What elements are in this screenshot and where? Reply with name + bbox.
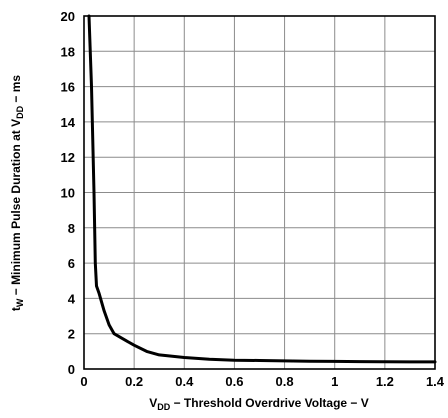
y-axis-title-part: − ms [9, 75, 23, 106]
y-axis-title-part: − Minimum Pulse Duration at V [9, 119, 23, 299]
x-tick-label: 0 [80, 374, 87, 389]
y-axis-title-subscript: DD [15, 105, 25, 118]
x-axis-title-part: − Threshold Overdrive Voltage − V [170, 396, 369, 410]
y-tick-label: 12 [61, 150, 75, 165]
y-axis-title-part: t [9, 307, 23, 311]
x-axis-title: VDD − Threshold Overdrive Voltage − V [149, 396, 369, 412]
x-tick-labels: 0 0.2 0.4 0.6 0.8 1 1.2 1.4 [80, 374, 444, 389]
y-tick-label: 6 [68, 256, 75, 271]
y-tick-label: 18 [61, 44, 75, 59]
y-tick-label: 10 [61, 186, 75, 201]
y-axis-title-subscript: W [15, 298, 25, 307]
series-layer [87, 14, 437, 364]
y-tick-label: 16 [61, 80, 75, 95]
x-tick-label: 0.6 [225, 374, 243, 389]
y-tick-label: 0 [68, 362, 75, 377]
x-tick-label: 1.2 [376, 374, 394, 389]
x-axis-title-subscript: DD [157, 402, 170, 412]
x-tick-label: 0.2 [125, 374, 143, 389]
y-tick-label: 14 [61, 115, 76, 130]
series-line [87, 14, 437, 364]
plot-area-frame [83, 15, 436, 370]
x-tick-label: 1 [331, 374, 338, 389]
y-tick-label: 2 [68, 327, 75, 342]
x-tick-label: 0.4 [175, 374, 194, 389]
y-tick-label: 8 [68, 221, 75, 236]
x-tick-label: 1.4 [426, 374, 445, 389]
y-axis-title: tW − Minimum Pulse Duration at VDD − ms [9, 75, 25, 312]
grid [83, 15, 436, 370]
x-tick-label: 0.8 [276, 374, 294, 389]
y-tick-label: 20 [61, 9, 75, 24]
x-axis-title-part: V [149, 396, 157, 410]
y-tick-labels: 0 2 4 6 8 10 12 14 16 18 20 [61, 9, 76, 377]
y-tick-label: 4 [68, 291, 76, 306]
